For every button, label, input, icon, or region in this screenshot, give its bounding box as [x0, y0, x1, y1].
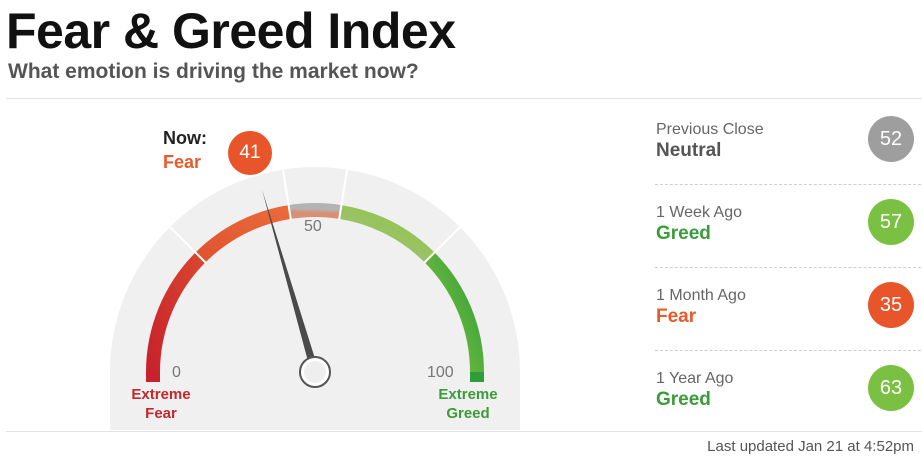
- gauge-background: [110, 167, 520, 430]
- history-row-1-week-ago: 1 Week Ago Greed 57: [655, 185, 921, 268]
- divider-bottom: [6, 431, 922, 432]
- fear-greed-gauge: [100, 110, 540, 430]
- history-value-badge: 52: [868, 116, 914, 162]
- band-extreme-greed: [424, 252, 484, 373]
- extreme-fear-label: Extreme Fear: [116, 385, 206, 423]
- extreme-greed-label-line2: Greed: [446, 405, 490, 422]
- history-period: 1 Year Ago: [656, 370, 734, 387]
- history-period: 1 Month Ago: [656, 287, 746, 304]
- band-fear: [195, 205, 291, 263]
- now-indicator: Now: Fear: [163, 126, 207, 174]
- history-status: Neutral: [656, 140, 722, 161]
- history-row-previous-close: Previous Close Neutral 52: [655, 102, 921, 185]
- band-extreme-fear: [146, 252, 206, 373]
- gauge-tick-100: 100: [427, 364, 454, 381]
- history-period: Previous Close: [656, 121, 764, 138]
- page-title: Fear & Greed Index: [6, 3, 456, 59]
- history-row-1-year-ago: 1 Year Ago Greed 63: [655, 351, 921, 433]
- band-greed: [339, 205, 435, 263]
- now-value-badge: 41: [228, 131, 272, 175]
- band-neutral: [288, 203, 342, 219]
- extreme-greed-label: Extreme Greed: [423, 385, 513, 423]
- extreme-greed-label-line1: Extreme: [438, 386, 498, 403]
- history-status: Fear: [656, 306, 697, 327]
- history-value-badge: 35: [868, 282, 914, 328]
- history-value-badge: 57: [868, 199, 914, 245]
- history-value-badge: 63: [868, 365, 914, 411]
- gauge-separator-1: [169, 226, 207, 264]
- gauge-graphic: [110, 167, 520, 430]
- history-status: Greed: [656, 223, 711, 244]
- gauge-needle: [261, 189, 319, 374]
- last-updated-text: Last updated Jan 21 at 4:52pm: [707, 438, 914, 455]
- extreme-fear-label-line1: Extreme: [131, 386, 191, 403]
- now-label: Now:: [163, 128, 207, 148]
- gauge-separator-4: [423, 226, 461, 264]
- history-status: Greed: [656, 389, 711, 410]
- history-row-1-month-ago: 1 Month Ago Fear 35: [655, 268, 921, 351]
- history-panel: Previous Close Neutral 52 1 Week Ago Gre…: [655, 102, 921, 433]
- gauge-tick-50: 50: [304, 218, 322, 235]
- history-period: 1 Week Ago: [656, 204, 742, 221]
- gauge-separator-2: [281, 169, 292, 221]
- extreme-fear-label-line2: Fear: [145, 405, 177, 422]
- gauge-tick-0: 0: [172, 364, 181, 381]
- now-status: Fear: [163, 152, 202, 172]
- divider-top: [6, 98, 922, 99]
- gauge-separator-3: [338, 169, 349, 221]
- page-subtitle: What emotion is driving the market now?: [8, 60, 419, 83]
- gauge-needle-hub-inner: [304, 361, 326, 383]
